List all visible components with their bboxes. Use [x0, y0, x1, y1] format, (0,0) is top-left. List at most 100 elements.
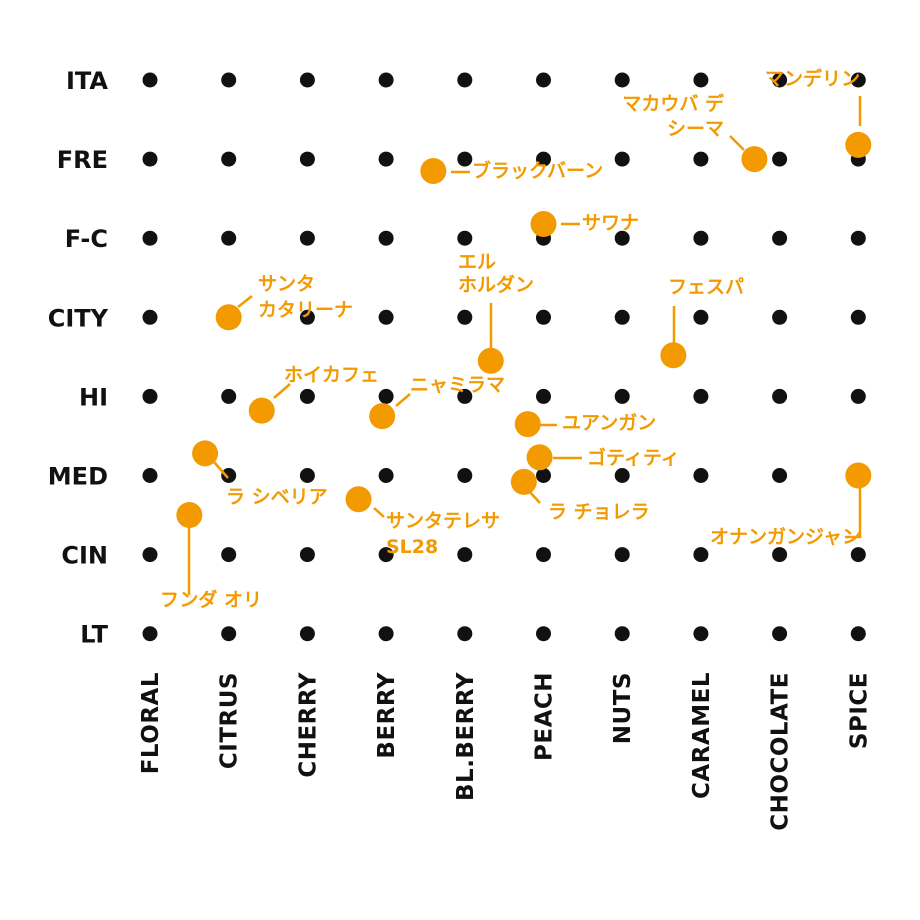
- y-tick-label: MED: [48, 463, 108, 491]
- grid-dot: [142, 547, 158, 563]
- x-tick-label: BERRY: [374, 672, 400, 759]
- coffee-label: ゴティティ: [587, 446, 680, 469]
- grid-dot: [772, 72, 788, 88]
- y-tick-label: CITY: [48, 304, 109, 332]
- coffee-point: [845, 462, 872, 489]
- grid-dot: [536, 151, 551, 167]
- grid-dot: [614, 151, 630, 167]
- grid-dot: [142, 626, 158, 642]
- grid-dot: [142, 230, 158, 246]
- coffee-label: エル: [458, 251, 496, 273]
- grid-dot: [299, 547, 315, 563]
- coffee-point: [369, 403, 396, 430]
- coffee-point: [176, 502, 203, 529]
- x-tick-label: CHERRY: [295, 672, 321, 778]
- coffee-label: サンタ: [258, 273, 315, 295]
- coffee-point: [526, 444, 553, 471]
- y-tick-label: F-C: [65, 225, 108, 253]
- y-tick-label: LT: [80, 621, 108, 649]
- grid-dot: [536, 309, 551, 325]
- grid-dot: [772, 230, 788, 246]
- grid-dot: [142, 468, 158, 483]
- grid-dot: [772, 547, 788, 563]
- x-tick-label: PEACH: [532, 672, 558, 761]
- grid-dot: [772, 468, 788, 483]
- coffee-point: [514, 411, 541, 438]
- grid-dot: [850, 626, 866, 642]
- coffee-point: [215, 304, 242, 331]
- grid-dot: [221, 72, 237, 88]
- x-tick-label: CITRUS: [217, 672, 243, 769]
- grid-dot: [142, 72, 158, 88]
- y-tick-label: HI: [79, 383, 108, 411]
- coffee-point: [741, 146, 768, 173]
- grid-dot: [693, 72, 709, 88]
- flavor-labels: FLORAL CITRUS CHERRY BERRY BL.BERRY PEACH NUTS…: [138, 672, 872, 831]
- grid-dot: [299, 230, 315, 246]
- grid-dot: [457, 547, 473, 563]
- grid-dot: [850, 72, 866, 88]
- coffee-label: サンタテレサ: [386, 510, 500, 532]
- grid-dot: [142, 388, 158, 404]
- grid-dot: [299, 72, 315, 88]
- coffee-label: ホルダン: [458, 273, 534, 296]
- coffee-label: ニャミラマ: [410, 374, 505, 396]
- grid-dot: [457, 388, 473, 404]
- leader-line: [373, 507, 385, 518]
- coffee-label: ブラックバーン: [472, 159, 603, 182]
- x-tick-label: FLORAL: [138, 672, 164, 774]
- grid-dot: [693, 309, 709, 325]
- coffee-label: ラ シベリア: [226, 486, 328, 508]
- coffee-label: SL28: [386, 536, 438, 558]
- coffee-point: [477, 347, 504, 374]
- leader-line: [845, 487, 862, 539]
- y-tick-label: ITA: [66, 67, 108, 95]
- grid-dot: [536, 468, 551, 483]
- grid-dot: [378, 388, 394, 404]
- grid-dot: [378, 309, 394, 325]
- grid-dot: [457, 230, 473, 246]
- coffee-label: フンダ オリ: [160, 588, 262, 611]
- roast-level-labels: ITA FRE F-C CITY HI MED CIN LT: [48, 67, 109, 649]
- grid-dot: [378, 547, 394, 563]
- grid-dot: [614, 626, 630, 642]
- coffee-label: オナンガンジャン: [710, 526, 861, 548]
- grid-dot: [850, 230, 866, 246]
- grid-dot: [614, 388, 630, 404]
- grid-dot: [693, 468, 709, 483]
- grid-dot: [614, 230, 630, 246]
- grid-dot: [850, 388, 866, 404]
- grid-dot: [772, 626, 788, 642]
- grid-dot: [221, 230, 237, 246]
- y-tick-label: FRE: [57, 146, 108, 174]
- leader-line: [729, 135, 745, 151]
- grid-dot: [693, 230, 709, 246]
- coffee-label: ラ チョレラ: [548, 501, 650, 523]
- coffee-label: マンデリン: [765, 67, 860, 90]
- coffee-point: [510, 468, 537, 495]
- coffee-point: [420, 157, 447, 184]
- grid-dot: [614, 468, 630, 483]
- grid-dot: [536, 388, 551, 404]
- grid-dot: [614, 72, 630, 88]
- grid-dot: [299, 626, 315, 642]
- grid-dot: [378, 230, 394, 246]
- coffee-point: [248, 397, 275, 424]
- grid-dot: [772, 388, 788, 404]
- grid-dot: [614, 547, 630, 563]
- x-tick-label: NUTS: [610, 672, 636, 744]
- grid-dot: [299, 388, 315, 404]
- leader-line: [213, 461, 229, 479]
- y-tick-label: CIN: [61, 542, 108, 570]
- coffee-label: ユアンガン: [562, 412, 656, 434]
- coffee-label: カタリーナ: [258, 299, 353, 321]
- grid-dot: [457, 626, 473, 642]
- grid-dot: [378, 626, 394, 642]
- grid-dot: [693, 388, 709, 404]
- x-tick-label: CHOCOLATE: [768, 672, 794, 831]
- grid-dot: [299, 309, 315, 325]
- grid-dot: [772, 151, 788, 167]
- coffee-point: [530, 210, 557, 237]
